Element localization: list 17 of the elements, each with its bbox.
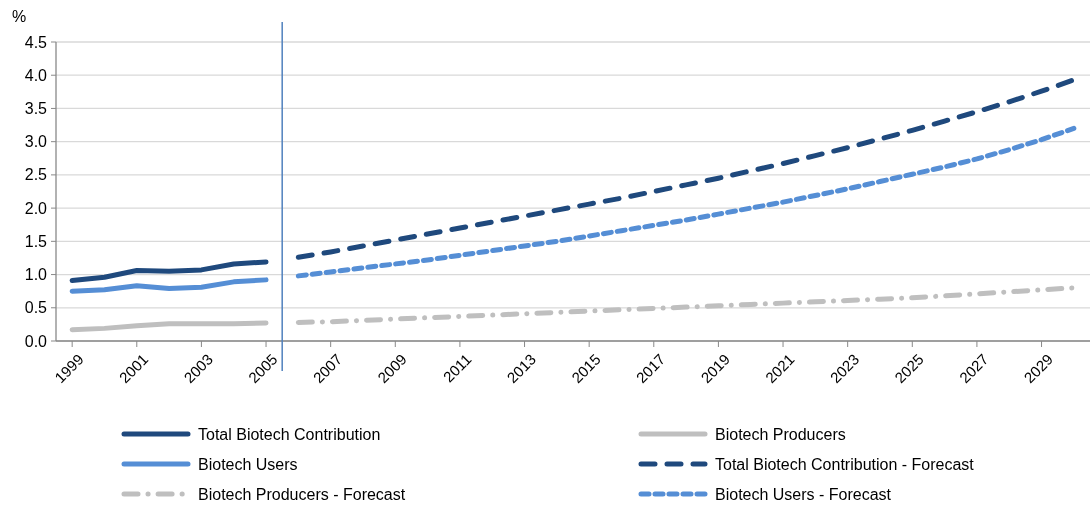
y-tick-label: 0.0	[24, 332, 48, 350]
y-tick-label: 1.0	[24, 266, 48, 284]
y-tick-label: 2.0	[24, 199, 48, 217]
legend-label: Total Biotech Contribution - Forecast	[715, 455, 975, 473]
y-tick-label: 4.0	[24, 66, 48, 84]
y-tick-label: 2.5	[24, 166, 48, 184]
y-tick-label: 4.5	[24, 33, 48, 51]
legend-label: Biotech Producers - Forecast	[198, 485, 406, 503]
y-axis-title: %	[12, 8, 27, 25]
y-tick-label: 1.5	[24, 232, 48, 250]
y-tick-label: 3.0	[24, 133, 48, 151]
legend-label: Biotech Producers	[715, 425, 846, 443]
y-tick-label: 3.5	[24, 100, 48, 118]
legend-label: Biotech Users - Forecast	[715, 485, 892, 503]
legend-label: Total Biotech Contribution	[198, 425, 381, 443]
y-tick-label: 0.5	[24, 299, 48, 317]
legend-label: Biotech Users	[198, 455, 298, 473]
